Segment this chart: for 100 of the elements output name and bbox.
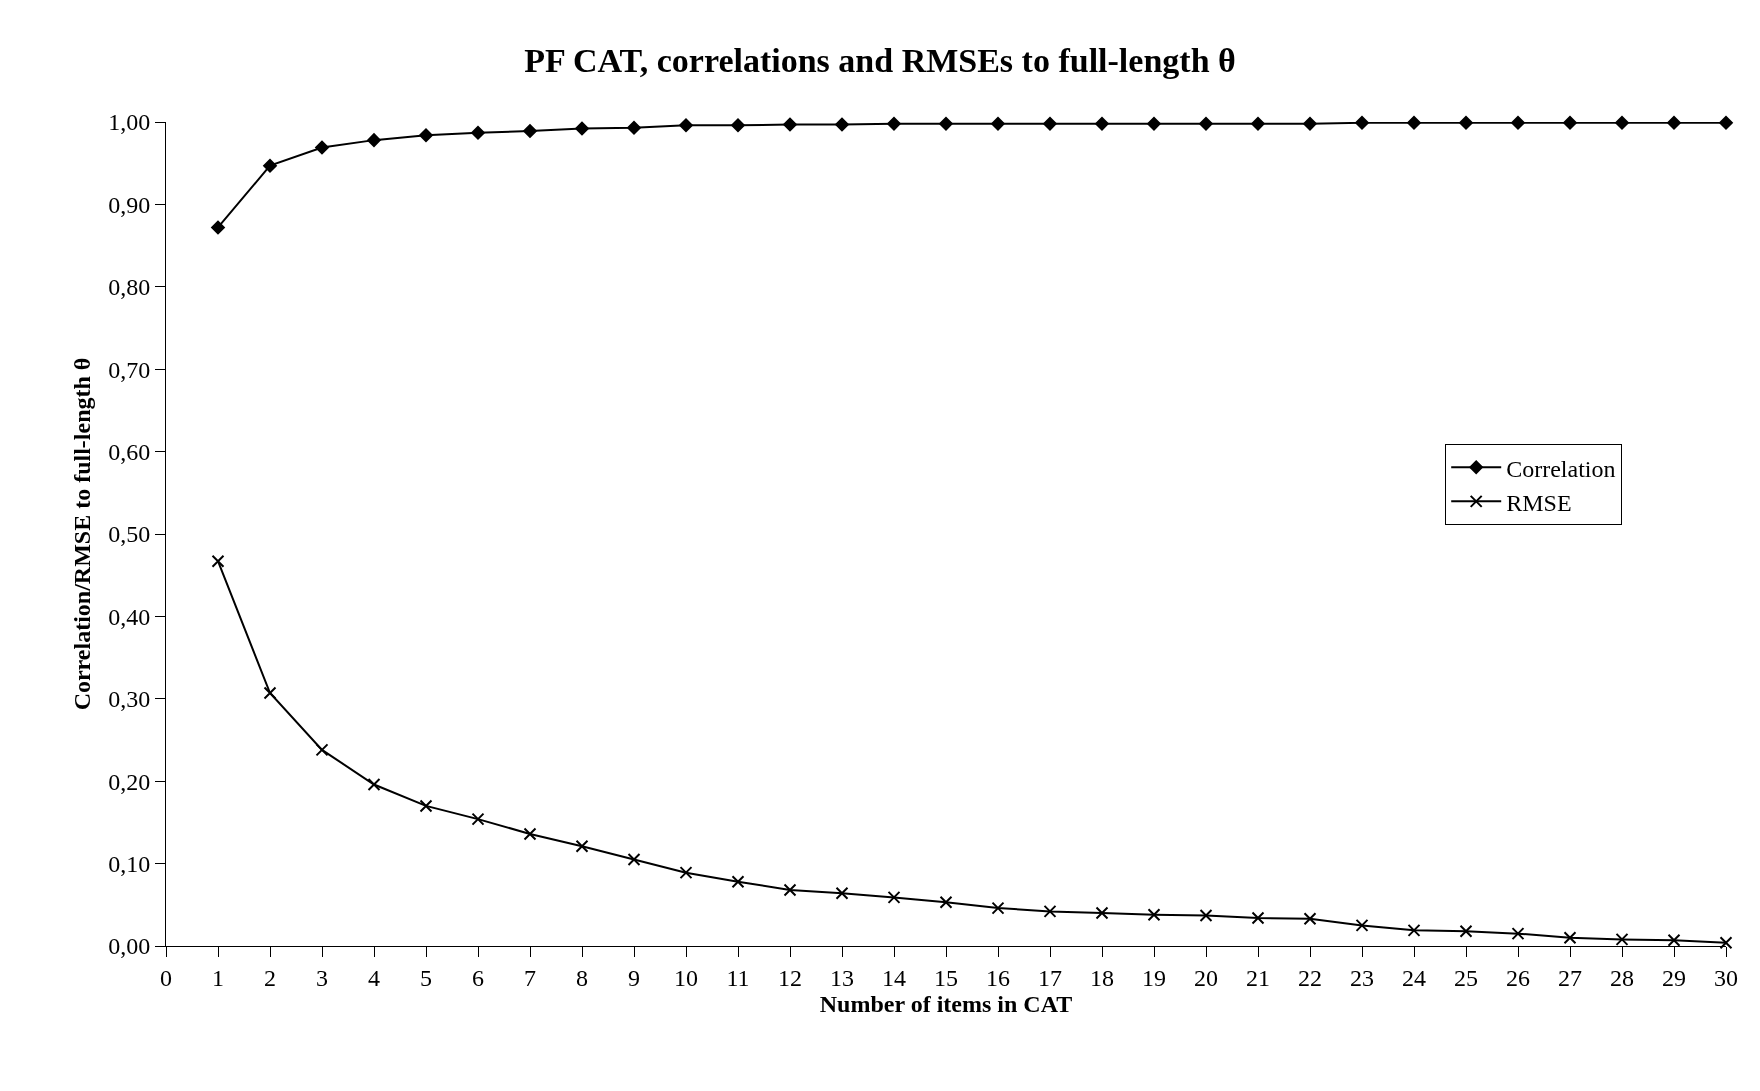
point bbox=[679, 866, 693, 880]
y-tick-label: 0,80 bbox=[108, 274, 151, 301]
point bbox=[419, 799, 433, 813]
point bbox=[1355, 115, 1369, 130]
point bbox=[1199, 909, 1213, 923]
x-tick-label: 14 bbox=[882, 964, 906, 991]
point bbox=[1251, 116, 1265, 131]
point bbox=[627, 120, 641, 135]
y-tick-label: 0,70 bbox=[108, 356, 151, 383]
point bbox=[1615, 115, 1629, 130]
point bbox=[471, 125, 485, 140]
y-tick-label: 0,40 bbox=[108, 603, 151, 630]
point bbox=[939, 116, 953, 131]
x-tick-label: 2 bbox=[264, 964, 276, 991]
x-tick-label: 18 bbox=[1090, 964, 1114, 991]
point bbox=[1147, 908, 1161, 922]
point bbox=[991, 116, 1005, 131]
point bbox=[1303, 116, 1317, 131]
x-tick-label: 15 bbox=[934, 964, 958, 991]
point bbox=[887, 890, 901, 904]
point bbox=[1511, 927, 1525, 941]
point bbox=[783, 883, 797, 897]
point bbox=[575, 121, 589, 136]
x-tick-label: 28 bbox=[1610, 964, 1634, 991]
point bbox=[991, 901, 1005, 915]
y-tick-label: 0,00 bbox=[108, 933, 151, 960]
point bbox=[835, 117, 849, 132]
point bbox=[1043, 116, 1057, 131]
x-tick-label: 30 bbox=[1714, 964, 1738, 991]
point bbox=[211, 554, 225, 568]
point bbox=[575, 839, 589, 853]
point bbox=[315, 140, 329, 155]
y-tick-label: 0,10 bbox=[108, 851, 151, 877]
point bbox=[1719, 936, 1733, 950]
x-tick-label: 13 bbox=[830, 964, 854, 991]
legend-label: Correlation bbox=[1506, 455, 1616, 482]
point bbox=[419, 128, 433, 143]
x-tick-label: 22 bbox=[1298, 964, 1322, 991]
x-tick-label: 8 bbox=[576, 964, 588, 991]
x-tick-label: 11 bbox=[726, 964, 750, 991]
point bbox=[1667, 933, 1681, 947]
chart-title: PF CAT, correlations and RMSEs to full-length θ bbox=[524, 41, 1236, 79]
point bbox=[1459, 115, 1473, 130]
x-tick-label: 20 bbox=[1194, 964, 1218, 991]
x-tick-label: 27 bbox=[1558, 964, 1582, 991]
legend-label: RMSE bbox=[1506, 489, 1572, 516]
x-tick-label: 29 bbox=[1662, 964, 1686, 991]
point bbox=[939, 895, 953, 909]
y-tick-label: 1,00 bbox=[108, 109, 151, 136]
point bbox=[1667, 115, 1681, 130]
x-tick-label: 1 bbox=[212, 964, 224, 991]
point bbox=[1303, 912, 1317, 926]
point bbox=[627, 852, 641, 866]
point bbox=[1147, 116, 1161, 131]
x-tick-label: 17 bbox=[1038, 964, 1062, 991]
x-tick-label: 3 bbox=[316, 964, 328, 991]
point bbox=[523, 124, 537, 138]
x-tick-label: 26 bbox=[1506, 964, 1530, 991]
y-tick-label: 0,90 bbox=[108, 191, 151, 218]
point bbox=[731, 118, 745, 133]
point bbox=[887, 116, 901, 131]
point bbox=[679, 118, 693, 133]
y-tick-label: 0,30 bbox=[108, 686, 151, 713]
point bbox=[1407, 923, 1421, 937]
point bbox=[1199, 116, 1213, 131]
point bbox=[1511, 115, 1525, 130]
x-tick-label: 21 bbox=[1246, 964, 1270, 991]
x-tick-label: 12 bbox=[778, 964, 802, 991]
point bbox=[367, 778, 381, 791]
y-tick-label: 0,50 bbox=[108, 521, 151, 548]
x-tick-label: 24 bbox=[1402, 964, 1426, 991]
y-tick-label: 0,60 bbox=[108, 439, 151, 465]
point bbox=[1407, 115, 1421, 130]
point bbox=[731, 875, 745, 889]
point bbox=[1095, 116, 1109, 131]
x-tick-label: 16 bbox=[986, 964, 1010, 991]
point bbox=[1251, 911, 1265, 925]
point bbox=[1563, 931, 1577, 945]
point bbox=[1095, 906, 1109, 920]
x-tick-label: 9 bbox=[628, 964, 640, 991]
x-tick-label: 5 bbox=[420, 964, 432, 991]
x-tick-label: 4 bbox=[368, 964, 380, 991]
point bbox=[263, 686, 277, 700]
point bbox=[315, 743, 329, 757]
point bbox=[783, 117, 797, 132]
x-tick-label: 6 bbox=[472, 964, 484, 991]
point bbox=[1563, 115, 1577, 130]
y-axis-title: Correlation/RMSE to full-length θ bbox=[69, 357, 96, 711]
point bbox=[1355, 918, 1369, 932]
point bbox=[1459, 924, 1473, 938]
point bbox=[211, 220, 225, 235]
x-tick-label: 19 bbox=[1142, 964, 1166, 991]
x-tick-label: 10 bbox=[674, 964, 698, 991]
x-tick-label: 25 bbox=[1454, 964, 1478, 991]
x-tick-label: 23 bbox=[1350, 964, 1374, 991]
point bbox=[1043, 904, 1057, 918]
x-tick-label: 7 bbox=[524, 964, 536, 991]
x-tick-label: 0 bbox=[160, 964, 172, 991]
x-axis-title: Number of items in CAT bbox=[819, 990, 1073, 1017]
point bbox=[835, 886, 849, 900]
